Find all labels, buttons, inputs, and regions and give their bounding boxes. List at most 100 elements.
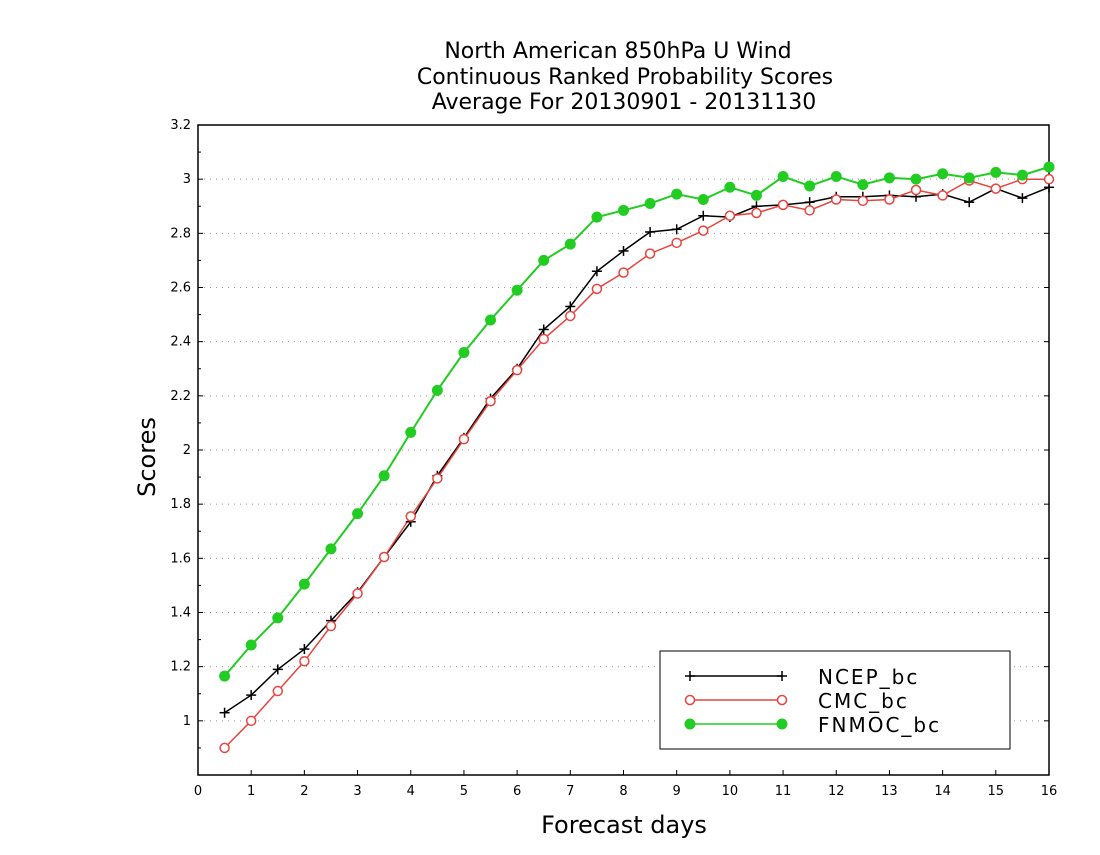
y-tick-label: 3.2 xyxy=(170,118,191,133)
x-tick-label: 1 xyxy=(247,784,255,799)
chart-title-line-1: North American 850hPa U Wind xyxy=(444,39,791,64)
data-point-fnmoc xyxy=(298,578,310,590)
data-point-fnmoc xyxy=(564,238,576,250)
data-point-fnmoc xyxy=(724,181,736,193)
x-axis-ticks: 0 1 2 3 4 5 6 7 8 9 10 11 12 13 14 15 16 xyxy=(194,770,1057,799)
data-point-fnmoc xyxy=(538,254,550,266)
y-tick-label: 1 xyxy=(183,714,191,729)
data-point-fnmoc xyxy=(990,166,1002,178)
data-point-cmc xyxy=(325,620,337,632)
data-point-fnmoc xyxy=(431,384,443,396)
x-tick-label: 12 xyxy=(828,784,845,799)
data-point-fnmoc xyxy=(883,172,895,184)
data-point-fnmoc xyxy=(272,612,284,624)
y-tick-label: 1.6 xyxy=(170,551,191,566)
legend-label: FNMOC_bc xyxy=(818,713,941,737)
y-tick-label: 2.2 xyxy=(170,389,191,404)
x-tick-label: 3 xyxy=(353,784,361,799)
data-point-cmc xyxy=(684,694,696,706)
data-point-cmc xyxy=(831,194,842,205)
data-point-fnmoc xyxy=(644,198,656,210)
y-axis-ticks: 1 1.2 1.4 1.6 1.8 2 2.2 2.4 2.6 2.8 3 3.2 xyxy=(170,118,1049,749)
data-point-cmc xyxy=(724,210,736,221)
x-axis-label: Forecast days xyxy=(541,811,707,839)
y-tick-label: 2.4 xyxy=(170,335,191,350)
data-point-cmc xyxy=(272,685,284,697)
data-point-fnmoc xyxy=(378,470,390,482)
data-point-cmc xyxy=(1043,173,1055,185)
data-point-ncep xyxy=(591,266,602,277)
data-point-fnmoc xyxy=(963,172,975,184)
data-point-cmc xyxy=(937,190,948,201)
data-point-fnmoc xyxy=(684,718,696,730)
data-point-cmc xyxy=(776,694,788,706)
data-point-ncep xyxy=(1017,193,1028,204)
data-point-cmc xyxy=(751,207,762,219)
chart-title: North American 850hPa U Wind Continuous … xyxy=(417,39,833,115)
data-point-cmc xyxy=(591,283,603,295)
data-point-cmc xyxy=(990,183,1002,194)
data-point-cmc xyxy=(804,205,815,216)
data-point-ncep xyxy=(645,226,656,237)
data-point-cmc xyxy=(910,184,922,196)
data-point-ncep xyxy=(246,690,257,701)
data-point-fnmoc xyxy=(219,670,231,682)
y-tick-label: 1.2 xyxy=(170,660,191,675)
data-point-fnmoc xyxy=(804,180,816,192)
legend-label: CMC_bc xyxy=(818,689,909,713)
data-point-cmc xyxy=(458,433,470,445)
x-tick-label: 8 xyxy=(619,784,627,799)
data-point-fnmoc xyxy=(1043,161,1055,173)
data-point-cmc xyxy=(671,237,682,249)
data-point-fnmoc xyxy=(405,426,417,438)
data-point-ncep xyxy=(618,245,629,256)
data-point-ncep xyxy=(219,707,230,718)
data-point-cmc xyxy=(644,248,656,259)
data-point-fnmoc xyxy=(511,284,523,296)
data-point-fnmoc xyxy=(591,211,603,223)
x-tick-label: 4 xyxy=(407,784,415,799)
data-point-fnmoc xyxy=(485,314,497,326)
data-point-fnmoc xyxy=(1016,169,1028,181)
data-point-fnmoc xyxy=(245,639,257,651)
data-point-cmc xyxy=(405,511,416,522)
data-point-ncep xyxy=(272,664,283,675)
data-point-cmc xyxy=(777,199,789,211)
series-lines xyxy=(219,161,1055,754)
data-point-cmc xyxy=(857,195,869,207)
x-tick-label: 14 xyxy=(934,784,951,799)
data-point-cmc xyxy=(565,310,576,322)
data-point-fnmoc xyxy=(352,508,364,520)
data-point-cmc xyxy=(485,396,496,407)
data-point-cmc xyxy=(352,588,363,599)
data-point-ncep xyxy=(685,671,695,681)
data-point-fnmoc xyxy=(618,204,629,216)
data-point-cmc xyxy=(432,473,443,484)
data-point-ncep xyxy=(964,197,975,208)
data-point-cmc xyxy=(219,742,230,754)
data-point-ncep xyxy=(565,301,576,312)
data-point-fnmoc xyxy=(697,193,709,205)
data-point-cmc xyxy=(538,333,549,345)
data-point-fnmoc xyxy=(325,543,337,555)
y-tick-label: 1.4 xyxy=(170,606,191,621)
data-point-cmc xyxy=(245,715,257,727)
y-tick-label: 2.6 xyxy=(170,281,191,296)
x-tick-label: 7 xyxy=(566,784,574,799)
data-point-fnmoc xyxy=(777,170,789,182)
x-tick-label: 9 xyxy=(673,784,681,799)
data-point-fnmoc xyxy=(776,718,788,730)
chart-title-line-3: Average For 20130901 - 20131130 xyxy=(432,90,817,115)
data-point-fnmoc xyxy=(750,189,762,201)
data-point-cmc xyxy=(299,656,310,667)
x-tick-label: 11 xyxy=(775,784,792,799)
data-point-fnmoc xyxy=(910,173,922,185)
y-tick-label: 3 xyxy=(183,172,191,187)
data-point-fnmoc xyxy=(830,170,842,182)
x-tick-label: 15 xyxy=(988,784,1005,799)
series-line-fnmoc_bc xyxy=(223,166,1050,677)
data-point-ncep xyxy=(777,671,787,681)
chart-title-line-2: Continuous Ranked Probability Scores xyxy=(417,65,833,90)
x-tick-label: 0 xyxy=(194,784,202,799)
